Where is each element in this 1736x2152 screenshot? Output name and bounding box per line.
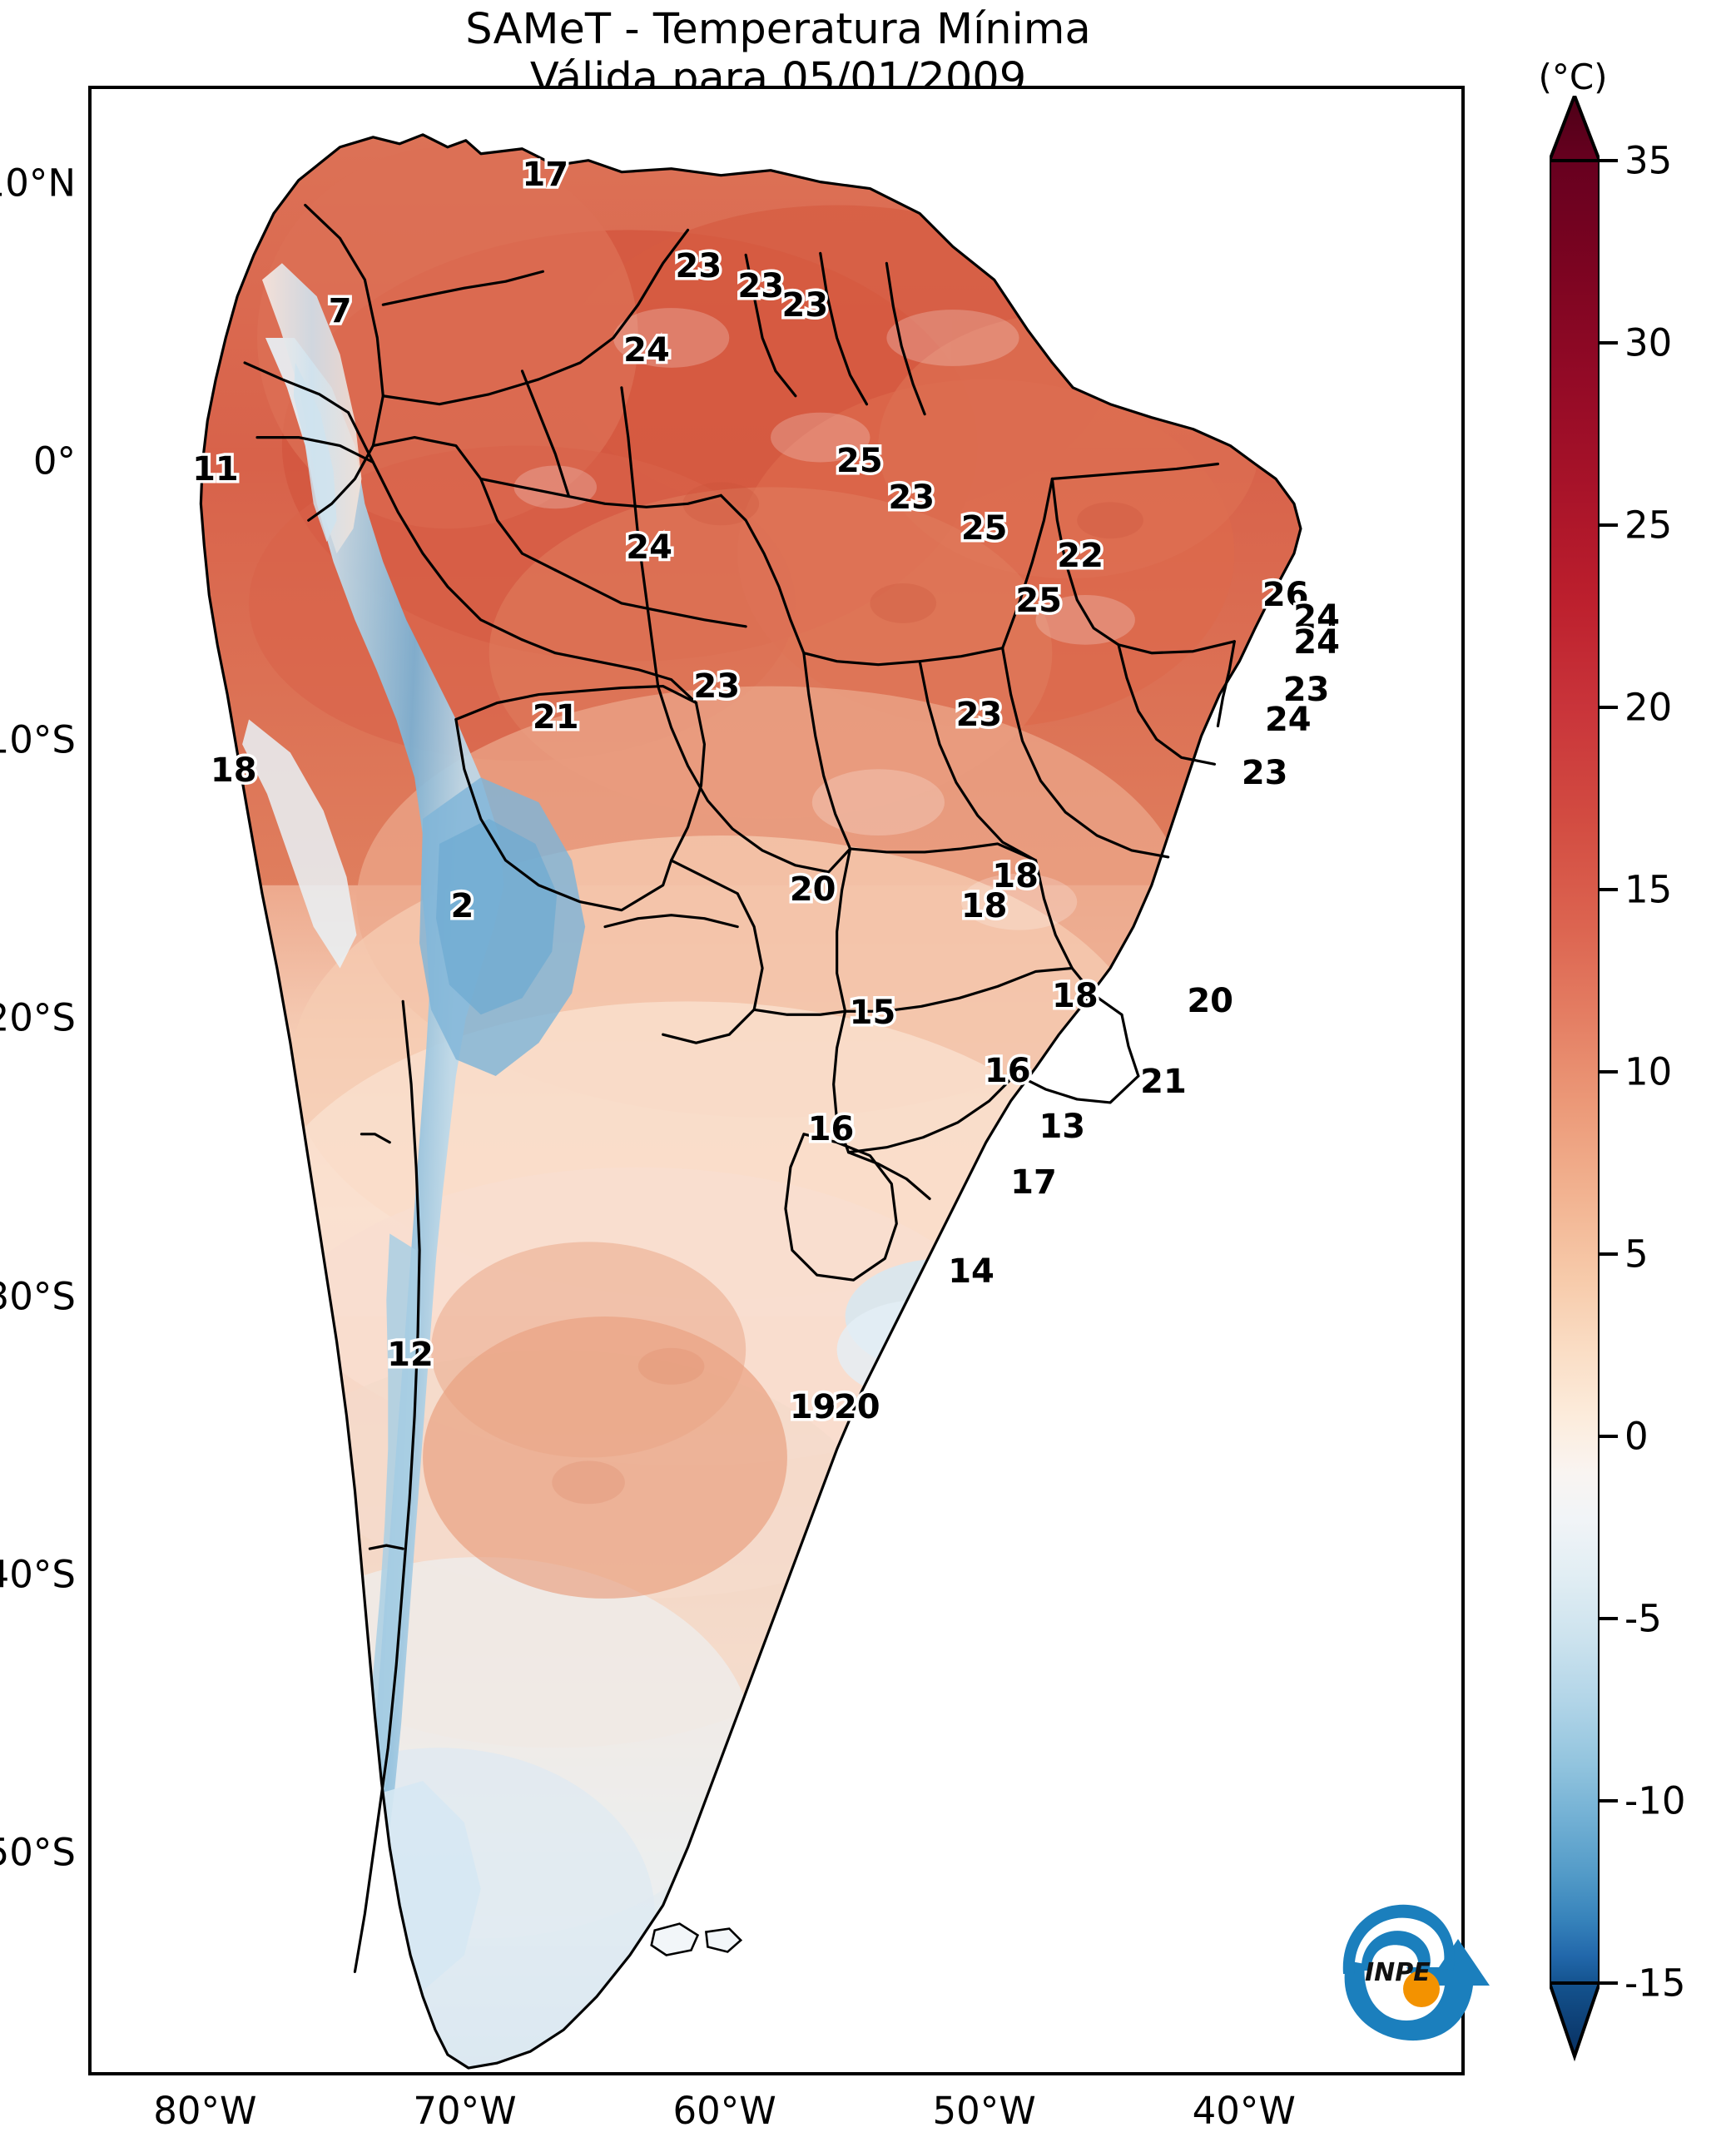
y-axis-tick-5: 40°S	[0, 1552, 76, 1597]
map-value-label: 22	[1054, 534, 1107, 578]
map-value-label: 23	[691, 665, 743, 709]
map-value-label: 23	[672, 245, 725, 289]
y-axis-tick-0: 10°N	[0, 161, 76, 206]
colorbar-tick-label-4: 15	[1624, 867, 1673, 912]
colorbar[interactable]	[1550, 96, 1600, 2076]
map-value-label: 16	[981, 1049, 1034, 1093]
map-value-label: 18	[1049, 974, 1102, 1018]
map-value-label: 14	[945, 1249, 998, 1293]
map-value-label: 12	[384, 1332, 437, 1376]
logo-wordmark: INPE	[1365, 1958, 1431, 1987]
map-value-label: 18	[990, 854, 1042, 898]
colorbar-tick-label-2: 25	[1624, 503, 1673, 548]
map-value-label: 20	[1184, 979, 1237, 1024]
chart-title: SAMeT - Temperatura Mínima Válida para 0…	[92, 5, 1465, 103]
colorbar-tick-mark-2	[1600, 523, 1618, 527]
colorbar-tick-label-1: 30	[1624, 320, 1673, 365]
map-value-label: 23	[1280, 667, 1332, 712]
inpe-logo: INPE	[1318, 1887, 1493, 2054]
map-plot-area	[88, 86, 1465, 2075]
colorbar-tick-label-9: -10	[1624, 1778, 1686, 1823]
colorbar-tick-label-0: 35	[1624, 138, 1673, 183]
colorbar-unit-label: (°C)	[1538, 57, 1608, 97]
colorbar-tick-label-7: 0	[1624, 1414, 1649, 1459]
islands	[650, 1922, 743, 1956]
logo-sun-circle	[1403, 1971, 1440, 2007]
colorbar-tick-mark-8	[1600, 1617, 1618, 1620]
administrative-boundaries	[199, 133, 1302, 2070]
colorbar-tick-label-5: 10	[1624, 1049, 1673, 1094]
colorbar-tick-mark-7	[1600, 1435, 1618, 1438]
map-value-label: 11	[190, 448, 242, 492]
map-value-label: 23	[953, 692, 1005, 736]
map-value-label: 24	[1291, 595, 1343, 639]
colorbar-tick-mark-5	[1600, 1070, 1618, 1074]
map-value-label: 17	[1008, 1160, 1060, 1204]
map-value-label: 2	[448, 885, 477, 929]
map-value-label: 24	[1262, 698, 1314, 742]
map-value-label: 18	[207, 748, 260, 792]
map-value-label: 19	[786, 1386, 839, 1430]
map-value-label: 23	[1238, 751, 1291, 795]
colorbar-tick-label-6: 5	[1624, 1232, 1649, 1277]
map-value-label: 25	[1013, 578, 1065, 622]
title-line-1: SAMeT - Temperatura Mínima	[465, 5, 1091, 54]
map-value-label: 17	[519, 153, 572, 197]
map-value-label: 15	[846, 990, 899, 1034]
map-value-label: 24	[621, 328, 673, 372]
map-value-label: 20	[831, 1386, 883, 1430]
map-value-label: 26	[1259, 573, 1312, 617]
map-value-label: 16	[805, 1108, 857, 1152]
x-axis-tick-1: 70°W	[413, 2089, 517, 2133]
colorbar-tick-mark-4	[1600, 888, 1618, 891]
south-america-map	[92, 89, 1461, 2072]
x-axis-tick-0: 80°W	[153, 2089, 257, 2133]
map-value-label: 23	[885, 475, 938, 519]
colorbar-tick-label-3: 20	[1624, 685, 1673, 730]
logo-outer-arc	[1342, 1904, 1455, 1974]
map-value-label: 21	[1138, 1060, 1190, 1104]
map-value-label: 25	[958, 506, 1010, 550]
map-value-label: 21	[529, 696, 582, 740]
y-axis-tick-4: 30°S	[0, 1274, 76, 1319]
x-axis-tick-4: 40°W	[1192, 2089, 1296, 2133]
y-axis-tick-3: 20°S	[0, 995, 76, 1040]
map-value-label: 23	[735, 264, 787, 308]
temperature-field	[92, 89, 1461, 2072]
y-axis-tick-1: 0°	[32, 439, 76, 483]
colorbar-tick-label-10: -15	[1624, 1961, 1686, 2006]
x-axis-tick-2: 60°W	[672, 2089, 776, 2133]
colorbar-tick-mark-9	[1600, 1799, 1618, 1802]
map-value-label: 23	[779, 284, 831, 328]
map-value-label: 18	[958, 885, 1010, 929]
colorbar-gradient	[1550, 96, 1600, 2062]
x-axis-tick-3: 50°W	[932, 2089, 1036, 2133]
map-value-label: 20	[786, 868, 839, 912]
map-value-label: 13	[1036, 1104, 1089, 1148]
map-value-label: 25	[834, 439, 886, 483]
y-axis-ticks: 10°N 0° 10°S 20°S 30°S 40°S 50°S	[0, 0, 77, 2152]
y-axis-tick-6: 50°S	[0, 1830, 76, 1875]
colorbar-tick-mark-0	[1600, 159, 1618, 162]
colorbar-tick-mark-6	[1600, 1252, 1618, 1256]
map-value-label: 7	[325, 289, 355, 333]
colorbar-tick-mark-10	[1600, 1981, 1618, 1985]
colorbar-tick-label-8: -5	[1624, 1596, 1662, 1641]
y-axis-tick-2: 10°S	[0, 717, 76, 762]
colorbar-tick-mark-3	[1600, 706, 1618, 709]
map-value-label: 24	[623, 526, 676, 570]
colorbar-tick-mark-1	[1600, 341, 1618, 345]
map-value-label: 24	[1291, 620, 1343, 664]
